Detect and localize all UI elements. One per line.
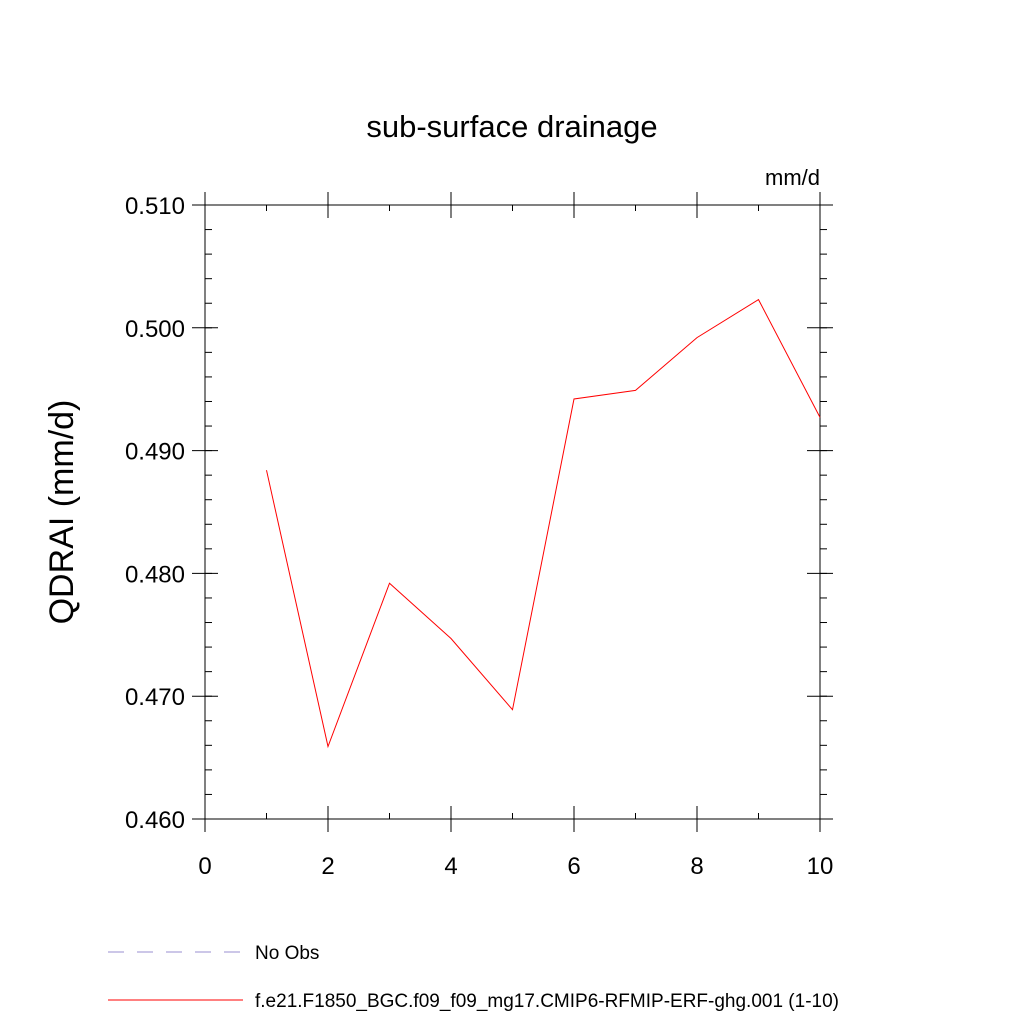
x-tick-label: 10: [807, 853, 834, 880]
x-axis-ticks: 0 2 4 6 8 10: [198, 192, 833, 880]
y-tick-label: 0.500: [125, 316, 185, 343]
x-tick-label: 4: [444, 853, 457, 880]
series-line: [266, 298, 821, 749]
y-tick-label: 0.460: [125, 807, 185, 834]
x-tick-label: 2: [321, 853, 334, 880]
chart-title: sub-surface drainage: [366, 109, 657, 144]
x-tick-label: 0: [198, 853, 211, 880]
y-axis-label: QDRAI (mm/d): [43, 400, 81, 625]
plot-frame: [204, 204, 821, 820]
y-axis-ticks: 0.460 0.470 0.480 0.490 0.500 0.510: [125, 193, 833, 834]
x-tick-label: 8: [690, 853, 703, 880]
plot-border: [204, 204, 821, 820]
legend: No Obs f.e21.F1850_BGC.f09_f09_mg17.CMIP6…: [108, 943, 839, 1012]
units-label: mm/d: [765, 165, 820, 190]
y-tick-label: 0.510: [125, 193, 185, 220]
x-tick-label: 6: [567, 853, 580, 880]
legend-label: f.e21.F1850_BGC.f09_f09_mg17.CMIP6-RFMIP…: [255, 991, 839, 1012]
series-layer: [266, 298, 821, 749]
y-tick-label: 0.490: [125, 439, 185, 466]
y-tick-label: 0.480: [125, 561, 185, 588]
legend-label: No Obs: [255, 943, 319, 964]
y-tick-label: 0.470: [125, 684, 185, 711]
